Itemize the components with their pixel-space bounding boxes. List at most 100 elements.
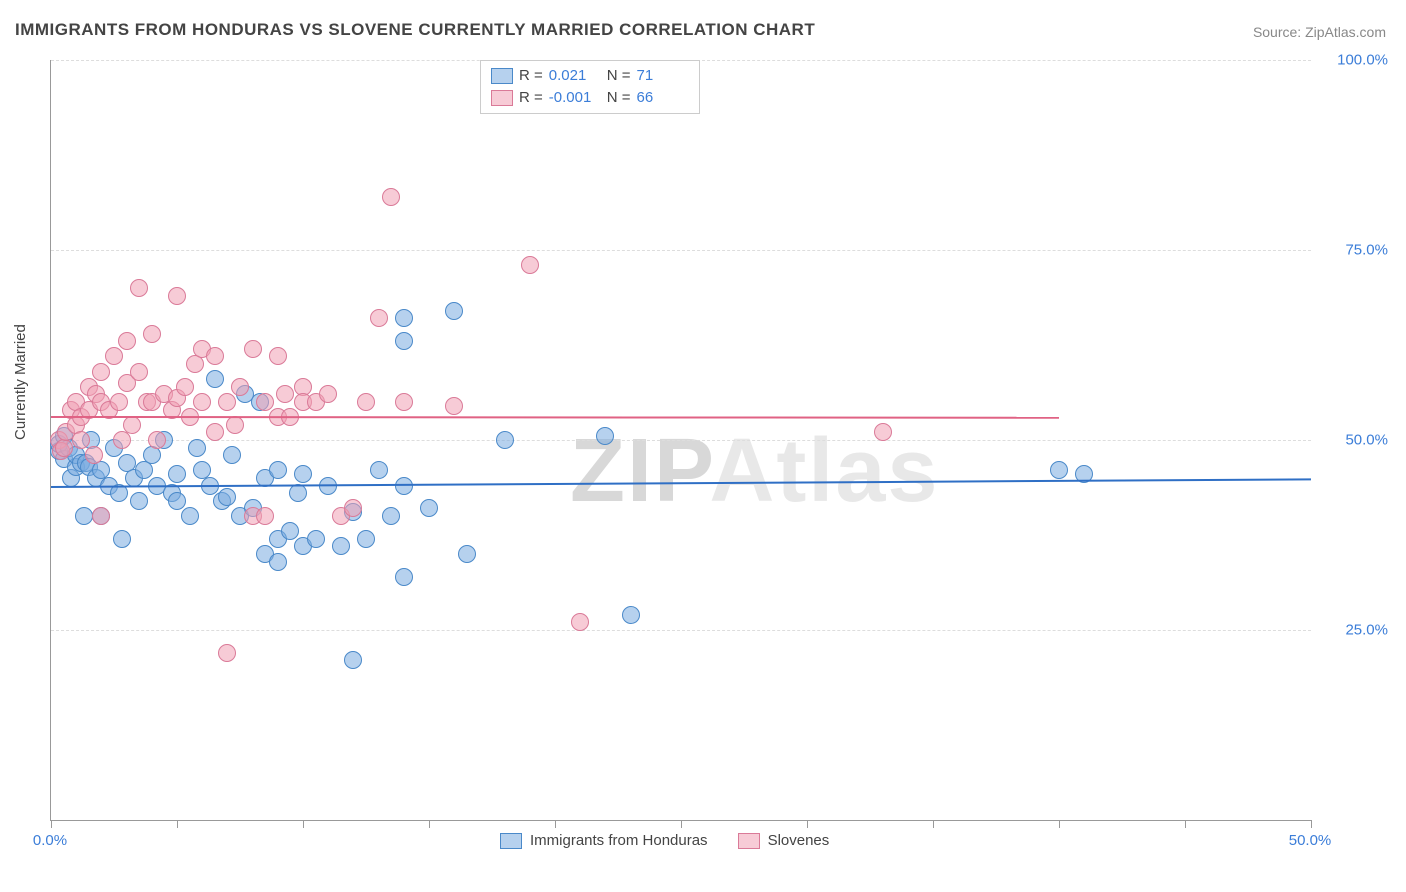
legend-item: Slovenes xyxy=(738,832,830,849)
data-point xyxy=(269,347,287,365)
data-point xyxy=(370,461,388,479)
gridline xyxy=(51,250,1311,251)
data-point xyxy=(193,393,211,411)
legend-correlation: R = 0.021 N = 71R =-0.001N =66 xyxy=(480,60,700,114)
y-tick-label: 25.0% xyxy=(1345,622,1388,639)
gridline xyxy=(51,630,1311,631)
legend-row: R =-0.001N =66 xyxy=(491,87,689,109)
data-point xyxy=(118,332,136,350)
data-point xyxy=(458,545,476,563)
x-tick xyxy=(1059,820,1060,828)
legend-item: Immigrants from Honduras xyxy=(500,832,708,849)
data-point xyxy=(206,370,224,388)
plot-area xyxy=(50,60,1311,821)
legend-r-value: 0.021 xyxy=(549,65,601,87)
legend-r-label: R = xyxy=(519,65,543,87)
data-point xyxy=(218,488,236,506)
data-point xyxy=(206,347,224,365)
data-point xyxy=(218,644,236,662)
legend-r-label: R = xyxy=(519,87,543,109)
data-point xyxy=(55,439,73,457)
legend-series: Immigrants from Honduras Slovenes xyxy=(500,832,829,849)
data-point xyxy=(92,363,110,381)
x-tick xyxy=(933,820,934,828)
data-point xyxy=(395,568,413,586)
data-point xyxy=(123,416,141,434)
data-point xyxy=(231,378,249,396)
gridline xyxy=(51,440,1311,441)
data-point xyxy=(332,537,350,555)
regression-line xyxy=(51,478,1311,488)
data-point xyxy=(370,309,388,327)
x-tick xyxy=(555,820,556,828)
data-point xyxy=(75,507,93,525)
data-point xyxy=(521,256,539,274)
data-point xyxy=(344,499,362,517)
data-point xyxy=(395,393,413,411)
source-label: Source: ZipAtlas.com xyxy=(1253,24,1386,40)
x-tick xyxy=(429,820,430,828)
data-point xyxy=(445,302,463,320)
data-point xyxy=(496,431,514,449)
data-point xyxy=(206,423,224,441)
data-point xyxy=(130,363,148,381)
legend-swatch xyxy=(500,833,522,849)
data-point xyxy=(256,393,274,411)
data-point xyxy=(148,431,166,449)
legend-label: Slovenes xyxy=(768,832,830,849)
data-point xyxy=(188,439,206,457)
data-point xyxy=(276,385,294,403)
data-point xyxy=(168,465,186,483)
data-point xyxy=(289,484,307,502)
x-tick xyxy=(51,820,52,828)
data-point xyxy=(223,446,241,464)
y-tick-label: 100.0% xyxy=(1337,52,1388,69)
data-point xyxy=(143,325,161,343)
data-point xyxy=(130,492,148,510)
data-point xyxy=(226,416,244,434)
data-point xyxy=(113,431,131,449)
data-point xyxy=(105,347,123,365)
x-tick xyxy=(681,820,682,828)
x-tick xyxy=(177,820,178,828)
data-point xyxy=(244,340,262,358)
data-point xyxy=(344,651,362,669)
chart-title: IMMIGRANTS FROM HONDURAS VS SLOVENE CURR… xyxy=(15,20,815,40)
data-point xyxy=(113,530,131,548)
legend-swatch xyxy=(491,68,513,84)
data-point xyxy=(85,446,103,464)
y-tick-label: 50.0% xyxy=(1345,432,1388,449)
legend-swatch xyxy=(738,833,760,849)
data-point xyxy=(72,431,90,449)
x-tick xyxy=(303,820,304,828)
data-point xyxy=(294,465,312,483)
x-tick-label: 0.0% xyxy=(33,832,67,849)
data-point xyxy=(256,507,274,525)
data-point xyxy=(420,499,438,517)
data-point xyxy=(281,522,299,540)
data-point xyxy=(168,287,186,305)
data-point xyxy=(307,530,325,548)
legend-n-value: 71 xyxy=(637,65,689,87)
data-point xyxy=(622,606,640,624)
regression-line xyxy=(51,416,1059,419)
legend-swatch xyxy=(491,90,513,106)
legend-n-label: N = xyxy=(607,65,631,87)
data-point xyxy=(395,309,413,327)
data-point xyxy=(357,530,375,548)
data-point xyxy=(269,553,287,571)
data-point xyxy=(357,393,375,411)
y-tick-label: 75.0% xyxy=(1345,242,1388,259)
data-point xyxy=(181,507,199,525)
data-point xyxy=(92,507,110,525)
legend-row: R = 0.021 N = 71 xyxy=(491,65,689,87)
data-point xyxy=(596,427,614,445)
data-point xyxy=(168,492,186,510)
data-point xyxy=(395,332,413,350)
y-axis-title: Currently Married xyxy=(12,324,29,440)
data-point xyxy=(130,279,148,297)
data-point xyxy=(110,393,128,411)
data-point xyxy=(218,393,236,411)
data-point xyxy=(319,385,337,403)
data-point xyxy=(874,423,892,441)
